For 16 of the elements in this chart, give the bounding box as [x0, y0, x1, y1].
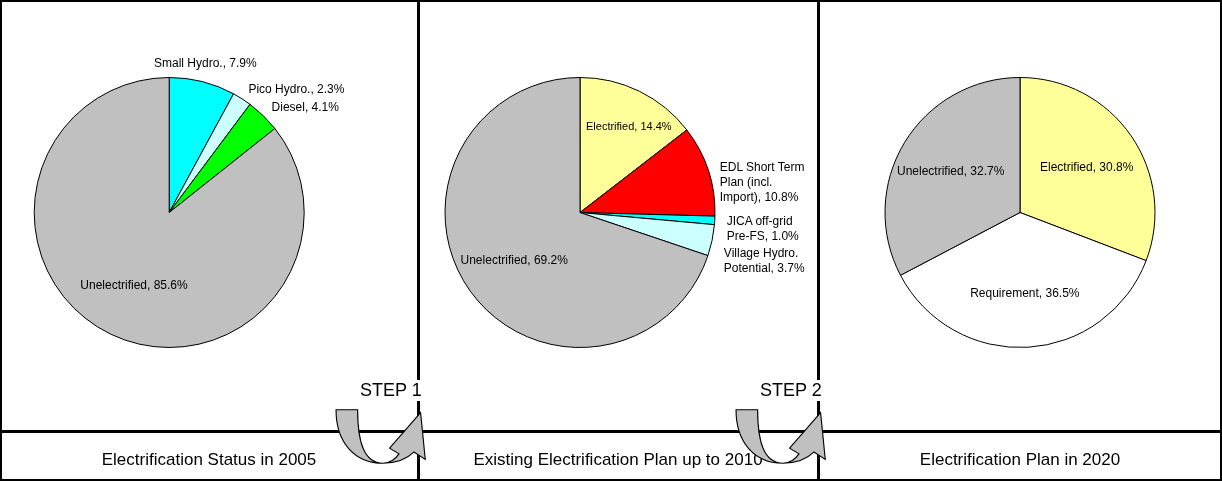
slice-label: Requirement, 36.5% — [970, 286, 1080, 301]
slice-label: Electrified, 14.4% — [586, 120, 672, 133]
slice-label: Unelectrified, 32.7% — [896, 163, 1005, 178]
slice-label: Small Hydro., 7.9% — [153, 55, 258, 70]
slice-label: EDL Short Term Plan (incl. Import), 10.8% — [719, 159, 805, 204]
text: Electrification Status in 2005 — [101, 450, 317, 469]
text: Electrification Plan in 2020 — [919, 450, 1121, 469]
slice-label: Pico Hydro., 2.3% — [248, 81, 345, 96]
text: STEP 1 — [358, 380, 424, 401]
slice-label: Electrified, 30.8% — [1040, 159, 1134, 174]
slice-label: JICA off-grid Pre-FS, 1.0% — [726, 214, 800, 244]
slice-label: Unelectrified, 69.2% — [460, 252, 569, 267]
slice-label: Diesel, 4.1% — [271, 100, 340, 115]
slice-label: Unelectrified, 85.6% — [80, 278, 189, 293]
slice-label: Village Hydro. Potential, 3.7% — [723, 246, 805, 276]
text: STEP 2 — [758, 380, 824, 401]
